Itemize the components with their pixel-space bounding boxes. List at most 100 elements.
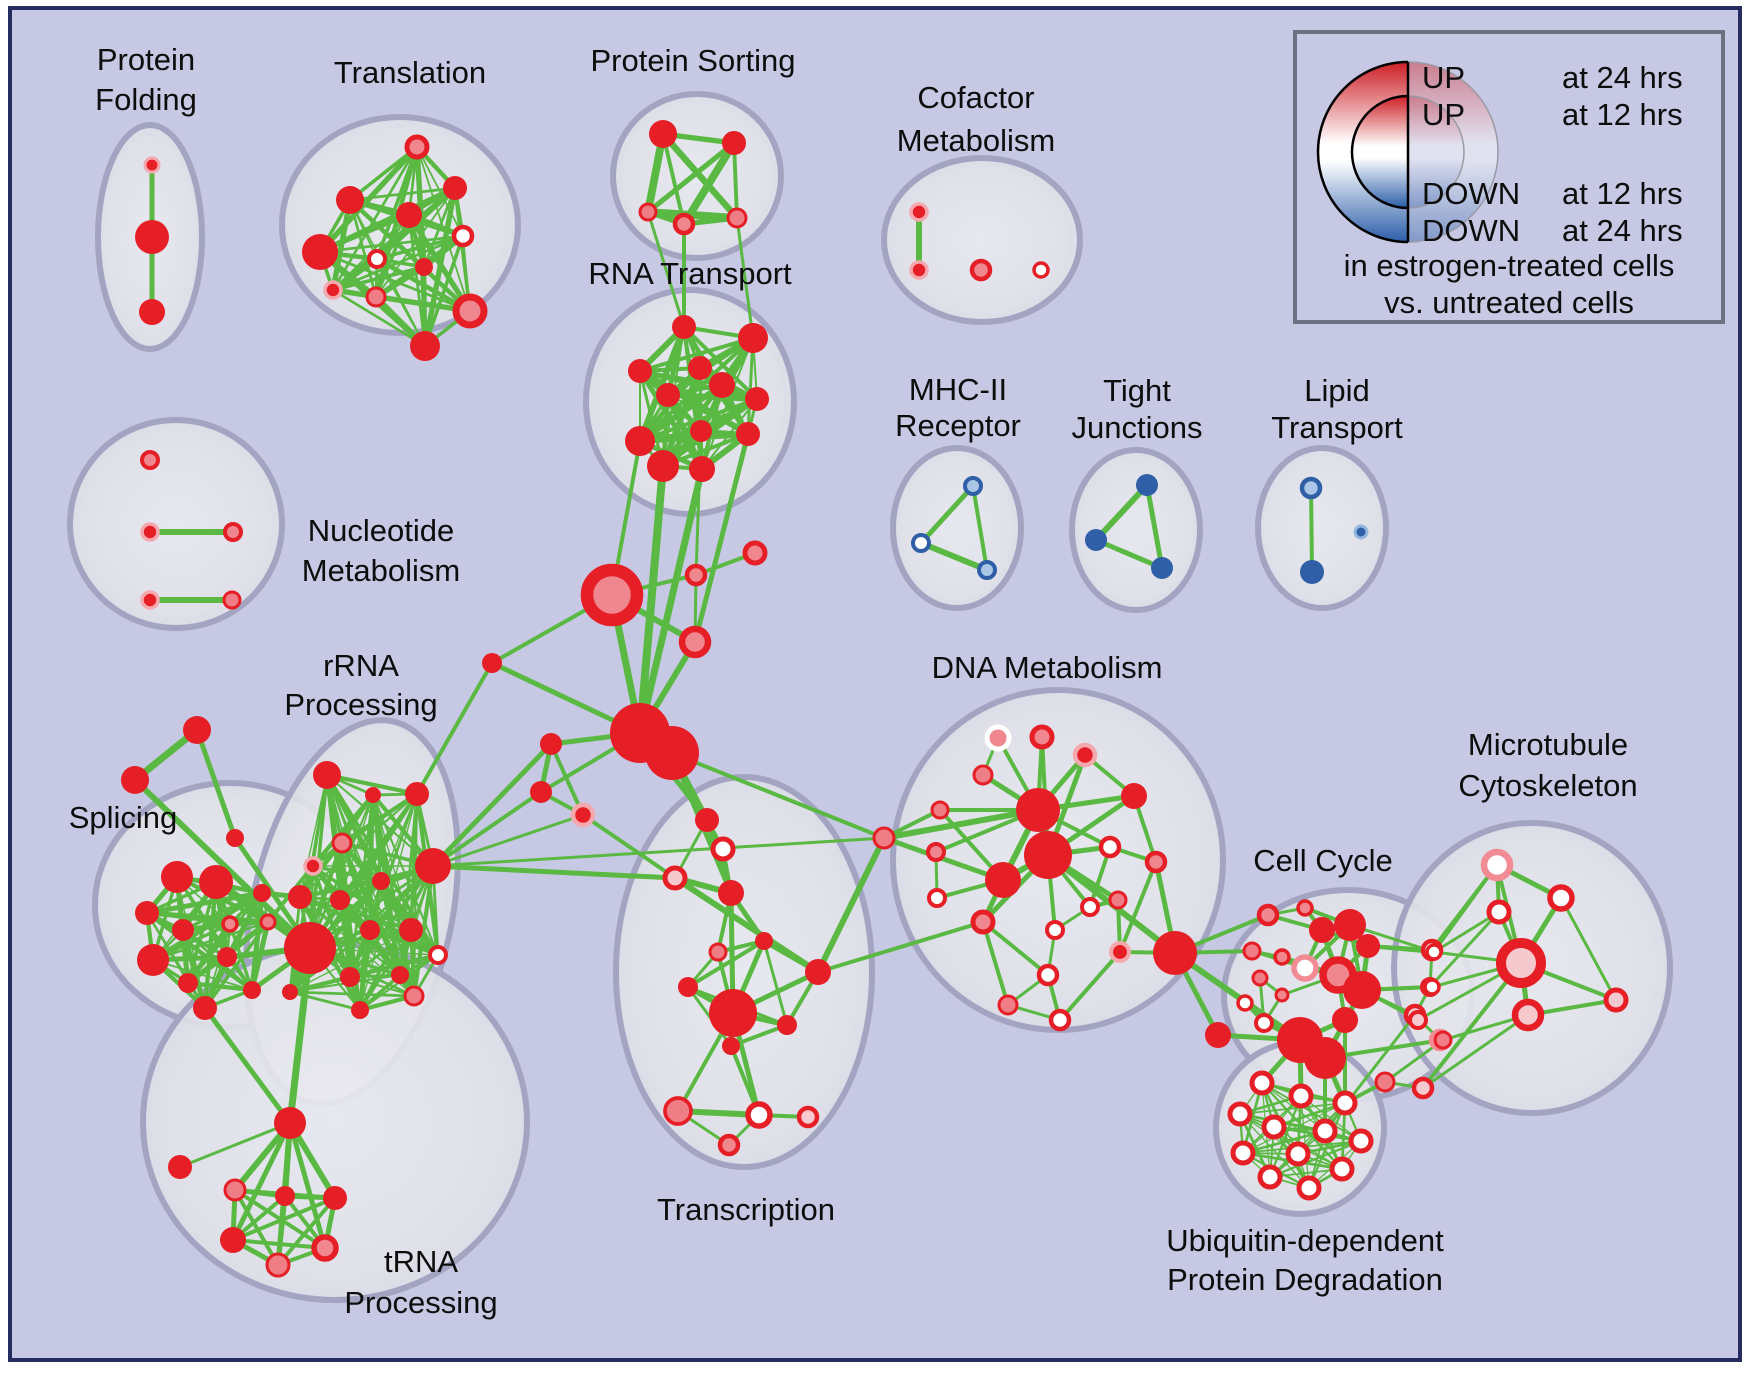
cluster-label-tr: Translation [334,55,486,90]
node-mt-8 [1408,1010,1428,1030]
node-ub-9 [1329,1156,1355,1182]
node-dn-7 [1016,788,1060,832]
node-dn-15 [1045,920,1065,940]
cluster-label-lt: Lipid [1304,373,1370,408]
node-tr-1 [336,186,364,214]
node-sp-1 [199,865,233,899]
node-rr-2 [405,782,429,806]
node-sp-9 [259,913,277,931]
node-cf-2 [969,258,993,282]
node-fr-2 [226,829,244,847]
node-sp-3 [172,919,194,941]
edge [639,336,754,373]
node-sp-11 [243,981,261,999]
legend-row-2-time: at 12 hrs [1562,176,1683,211]
node-tr-4 [443,176,467,200]
node-rr-8 [415,848,451,884]
edge [1559,897,1618,1001]
node-tn-6 [311,1234,339,1262]
edge [1269,1139,1362,1179]
legend-row-2-direction: DOWN [1422,176,1520,211]
edge [919,484,975,545]
node-dn-4 [972,764,994,786]
node-tx-5 [708,942,728,962]
node-nm-1 [140,522,160,542]
node-rt-8 [690,420,712,442]
edge [817,920,984,974]
edge [660,366,703,468]
node-mt-10 [1374,1071,1396,1093]
cluster-label-cc: Cell Cycle [1253,843,1393,878]
cluster-ellipse-tj [1069,447,1203,613]
node-ps-2 [638,202,658,222]
cluster-label-mh: Receptor [895,408,1021,443]
node-cc-18 [1304,1037,1346,1079]
node-rt-9 [736,422,760,446]
node-tx-7 [709,989,757,1037]
legend-fade-overlay [1408,62,1498,242]
node-tx-11 [663,1096,693,1126]
legend-row-1-direction: UP [1422,97,1465,132]
edge [883,835,1004,883]
cluster-label-rr: Processing [284,687,437,722]
node-tx-3 [718,880,744,906]
node-mt-11 [1411,1076,1435,1100]
edge [332,288,426,348]
edge [1239,1113,1310,1189]
edge [152,920,269,962]
edge [661,133,686,225]
edge [230,1121,293,1242]
node-tx-10 [722,1037,740,1055]
legend-row-3-time: at 24 hrs [1562,213,1683,248]
cluster-label-sp: Splicing [69,800,178,835]
edge [638,382,724,444]
node-cf-3 [1032,261,1050,279]
node-cc-11 [1309,917,1335,943]
node-ub-2 [1332,1090,1358,1116]
edge [581,813,677,880]
node-tn-4 [323,1186,347,1210]
edge [1421,961,1523,1090]
legend-row-1-time: at 12 hrs [1562,97,1683,132]
edge [1058,950,1122,1022]
node-sp-0 [161,861,193,893]
node-ps-4 [726,207,748,229]
node-ct-5 [645,726,699,780]
node-tx-14 [717,1133,741,1157]
node-ps-0 [649,120,677,148]
node-ct-6 [540,733,562,755]
node-dn-0 [872,826,896,850]
edge [1269,1102,1346,1178]
node-nm-2 [223,522,243,542]
edge [671,751,885,840]
cluster-label-rr: rRNA [323,648,399,683]
edge [289,952,439,995]
edge [639,368,758,402]
node-rt-2 [628,359,652,383]
edge [682,325,759,401]
edge [1433,910,1500,954]
edge [646,140,736,215]
node-dn-6 [1121,783,1147,809]
node-rt-10 [647,450,679,482]
node-ps-3 [672,212,696,236]
edge [680,140,738,227]
node-tn-2 [223,1178,247,1202]
edge [289,990,415,998]
node-rr-11 [399,918,423,942]
edge [349,928,412,979]
node-dn-18 [1036,963,1060,987]
node-mt-3 [1496,938,1546,988]
cluster-label-pf: Folding [95,82,197,117]
edge [232,1196,336,1242]
node-tr-10 [452,293,488,329]
edge [1307,1102,1347,1189]
cluster-label-mh: MHC-II [909,372,1007,407]
node-tj-0 [1136,474,1158,496]
edge [432,836,885,868]
cluster-label-cf: Metabolism [897,123,1056,158]
node-rr-6 [330,890,350,910]
edge [1261,1082,1326,1132]
edge [919,540,989,573]
cluster-label-ub: Protein Degradation [1167,1262,1443,1297]
